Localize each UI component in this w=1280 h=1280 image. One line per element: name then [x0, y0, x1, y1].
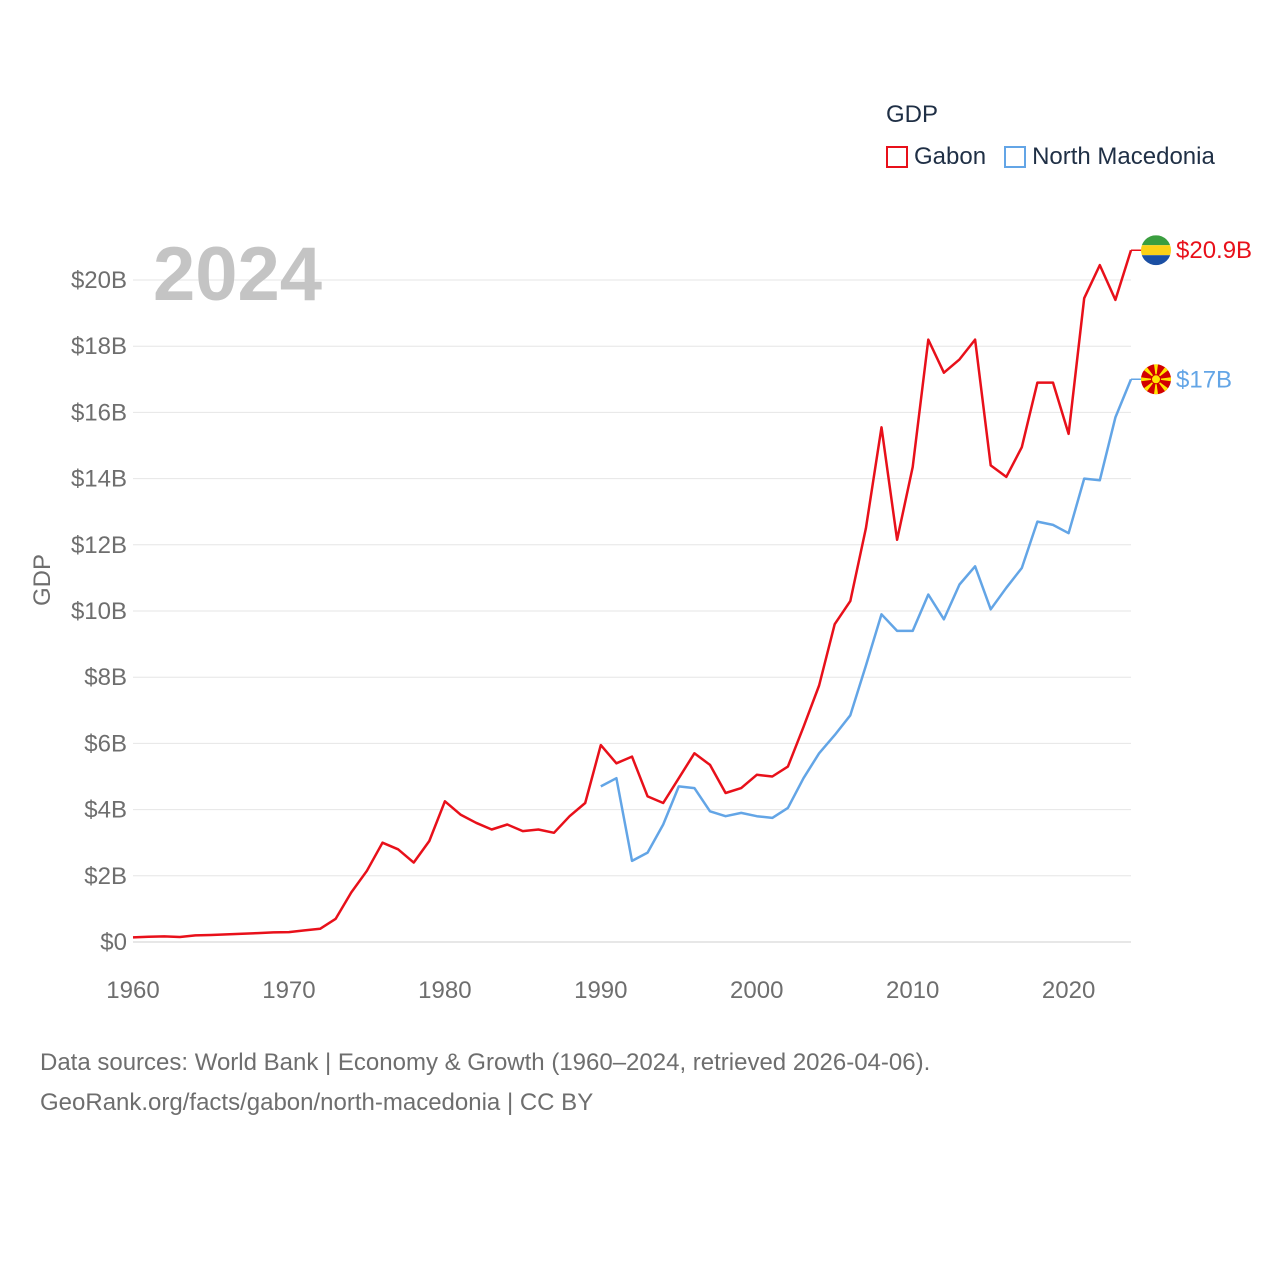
y-tick-label: $10B [71, 598, 127, 625]
y-tick-label: $4B [84, 797, 127, 824]
y-tick-label: $16B [71, 399, 127, 426]
data-source-footer: Data sources: World Bank | Economy & Gro… [40, 1043, 930, 1123]
grid-lines [133, 279, 1131, 943]
series-line-north-macedonia [600, 378, 1133, 863]
y-tick-label: $14B [71, 466, 127, 493]
y-axis-tick-labels: $0 $2B $4B $6B $8B $10B $12B $14B $16B $18B $20B [71, 267, 127, 956]
x-tick-label: 1960 [106, 977, 159, 1004]
series-line-gabon [132, 249, 1133, 939]
year-watermark: 2024 [153, 232, 322, 317]
x-tick-label: 2000 [730, 977, 783, 1004]
gabon-flag-icon [1141, 235, 1171, 266]
x-tick-label: 2020 [1042, 977, 1095, 1004]
end-markers: $20.9B $17B [1141, 235, 1252, 395]
end-label-gabon: $20.9B [1176, 237, 1252, 264]
legend-title: GDP [886, 101, 939, 128]
y-tick-label: $18B [71, 333, 127, 360]
y-tick-label: $20B [71, 267, 127, 294]
north-macedonia-flag-icon [1141, 364, 1171, 395]
x-tick-label: 1970 [262, 977, 315, 1004]
y-tick-label: $2B [84, 863, 127, 890]
x-axis-tick-labels: 1960 1970 1980 1990 2000 2010 2020 [106, 977, 1095, 1004]
source-url-line[interactable]: GeoRank.org/facts/gabon/north-macedonia … [40, 1089, 594, 1116]
legend-swatch-gabon [886, 146, 908, 168]
source-line: Data sources: World Bank | Economy & Gro… [40, 1049, 931, 1076]
x-tick-label: 1980 [418, 977, 471, 1004]
x-tick-label: 2010 [886, 977, 939, 1004]
y-tick-label: $0 [100, 929, 127, 956]
series-lines [132, 249, 1156, 939]
y-tick-label: $8B [84, 664, 127, 691]
y-tick-label: $6B [84, 730, 127, 757]
y-tick-label: $12B [71, 532, 127, 559]
end-label-north-macedonia: $17B [1176, 366, 1232, 393]
legend-label-north-macedonia: North Macedonia [1032, 143, 1215, 170]
legend: Gabon North Macedonia [886, 143, 1233, 171]
legend-item-north-macedonia[interactable]: North Macedonia [1004, 143, 1215, 171]
legend-label-gabon: Gabon [914, 143, 987, 170]
legend-item-gabon[interactable]: Gabon [886, 143, 986, 171]
x-tick-label: 1990 [574, 977, 627, 1004]
legend-swatch-north-macedonia [1004, 146, 1027, 168]
y-axis-label: GDP [29, 554, 56, 606]
